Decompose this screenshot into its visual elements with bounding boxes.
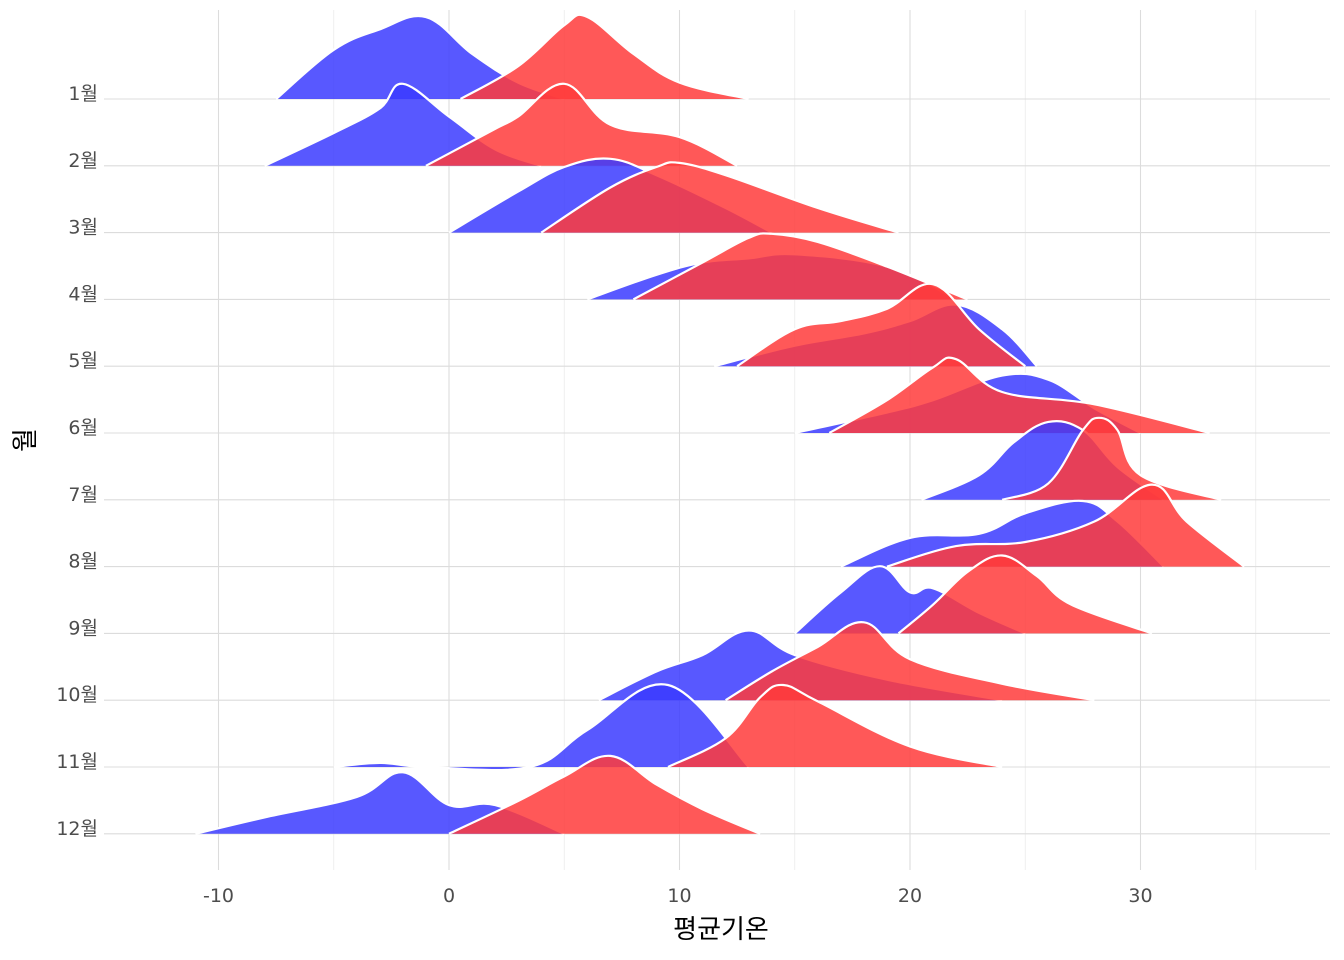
y-tick-label: 4월 — [68, 283, 98, 305]
ridge-area — [449, 755, 761, 834]
y-tick-label: 12월 — [56, 818, 98, 840]
ridge-outline — [333, 683, 750, 772]
y-tick-label: 11월 — [56, 751, 98, 773]
ridge-area — [887, 484, 1245, 567]
ridge-outline — [886, 483, 1245, 568]
ridge-area — [737, 283, 1026, 367]
x-axis-title: 평균기온 — [673, 915, 769, 945]
y-tick-labels: 1월 2월 3월 4월 5월 6월 7월 8월 9월 10월 11월 12월 — [56, 83, 98, 840]
y-tick-label: 6월 — [68, 417, 98, 439]
ridge-area — [333, 684, 749, 771]
ridge-outline — [736, 282, 1026, 368]
ridge-outline — [632, 232, 969, 301]
ridge-area — [668, 684, 1003, 767]
ridge-outline — [425, 82, 738, 167]
ridge-outline — [540, 161, 899, 234]
ridge-area — [725, 622, 1095, 701]
ridge-area — [460, 14, 749, 99]
x-tick-label: -10 — [203, 885, 234, 907]
x-tick-label: 20 — [898, 885, 922, 907]
ridge-outline — [448, 754, 761, 835]
ridge-area — [541, 162, 899, 233]
ridge-area — [425, 83, 738, 166]
ridge-area — [276, 15, 565, 99]
x-tick-label: 0 — [443, 885, 455, 907]
ridge-outline — [828, 356, 1210, 435]
y-tick-label: 5월 — [68, 350, 98, 372]
ridge-area — [633, 233, 968, 300]
ridge-outline — [897, 554, 1153, 635]
ridge-area — [898, 555, 1152, 634]
ridge-outline — [1001, 416, 1222, 501]
ridge-layer — [195, 13, 1245, 835]
ridge-outline — [195, 771, 565, 835]
ridge-outline — [667, 683, 1003, 769]
ridge-area — [195, 772, 565, 834]
x-tick-label: 30 — [1128, 885, 1152, 907]
y-axis-title: 월 — [11, 428, 41, 452]
ridge-outline — [459, 13, 749, 101]
y-tick-label: 2월 — [68, 150, 98, 172]
y-tick-label: 10월 — [56, 684, 98, 706]
y-tick-label: 8월 — [68, 551, 98, 573]
x-tick-label: 10 — [667, 885, 691, 907]
y-tick-label: 1월 — [68, 83, 98, 105]
x-tick-labels: -10 0 10 20 30 — [203, 885, 1153, 907]
ridge-area — [1002, 417, 1222, 500]
y-tick-label: 9월 — [68, 617, 98, 639]
y-tick-label: 7월 — [68, 484, 98, 506]
ridge-outline — [725, 621, 1095, 702]
ridge-area — [829, 357, 1210, 433]
y-tick-label: 3월 — [68, 217, 98, 239]
